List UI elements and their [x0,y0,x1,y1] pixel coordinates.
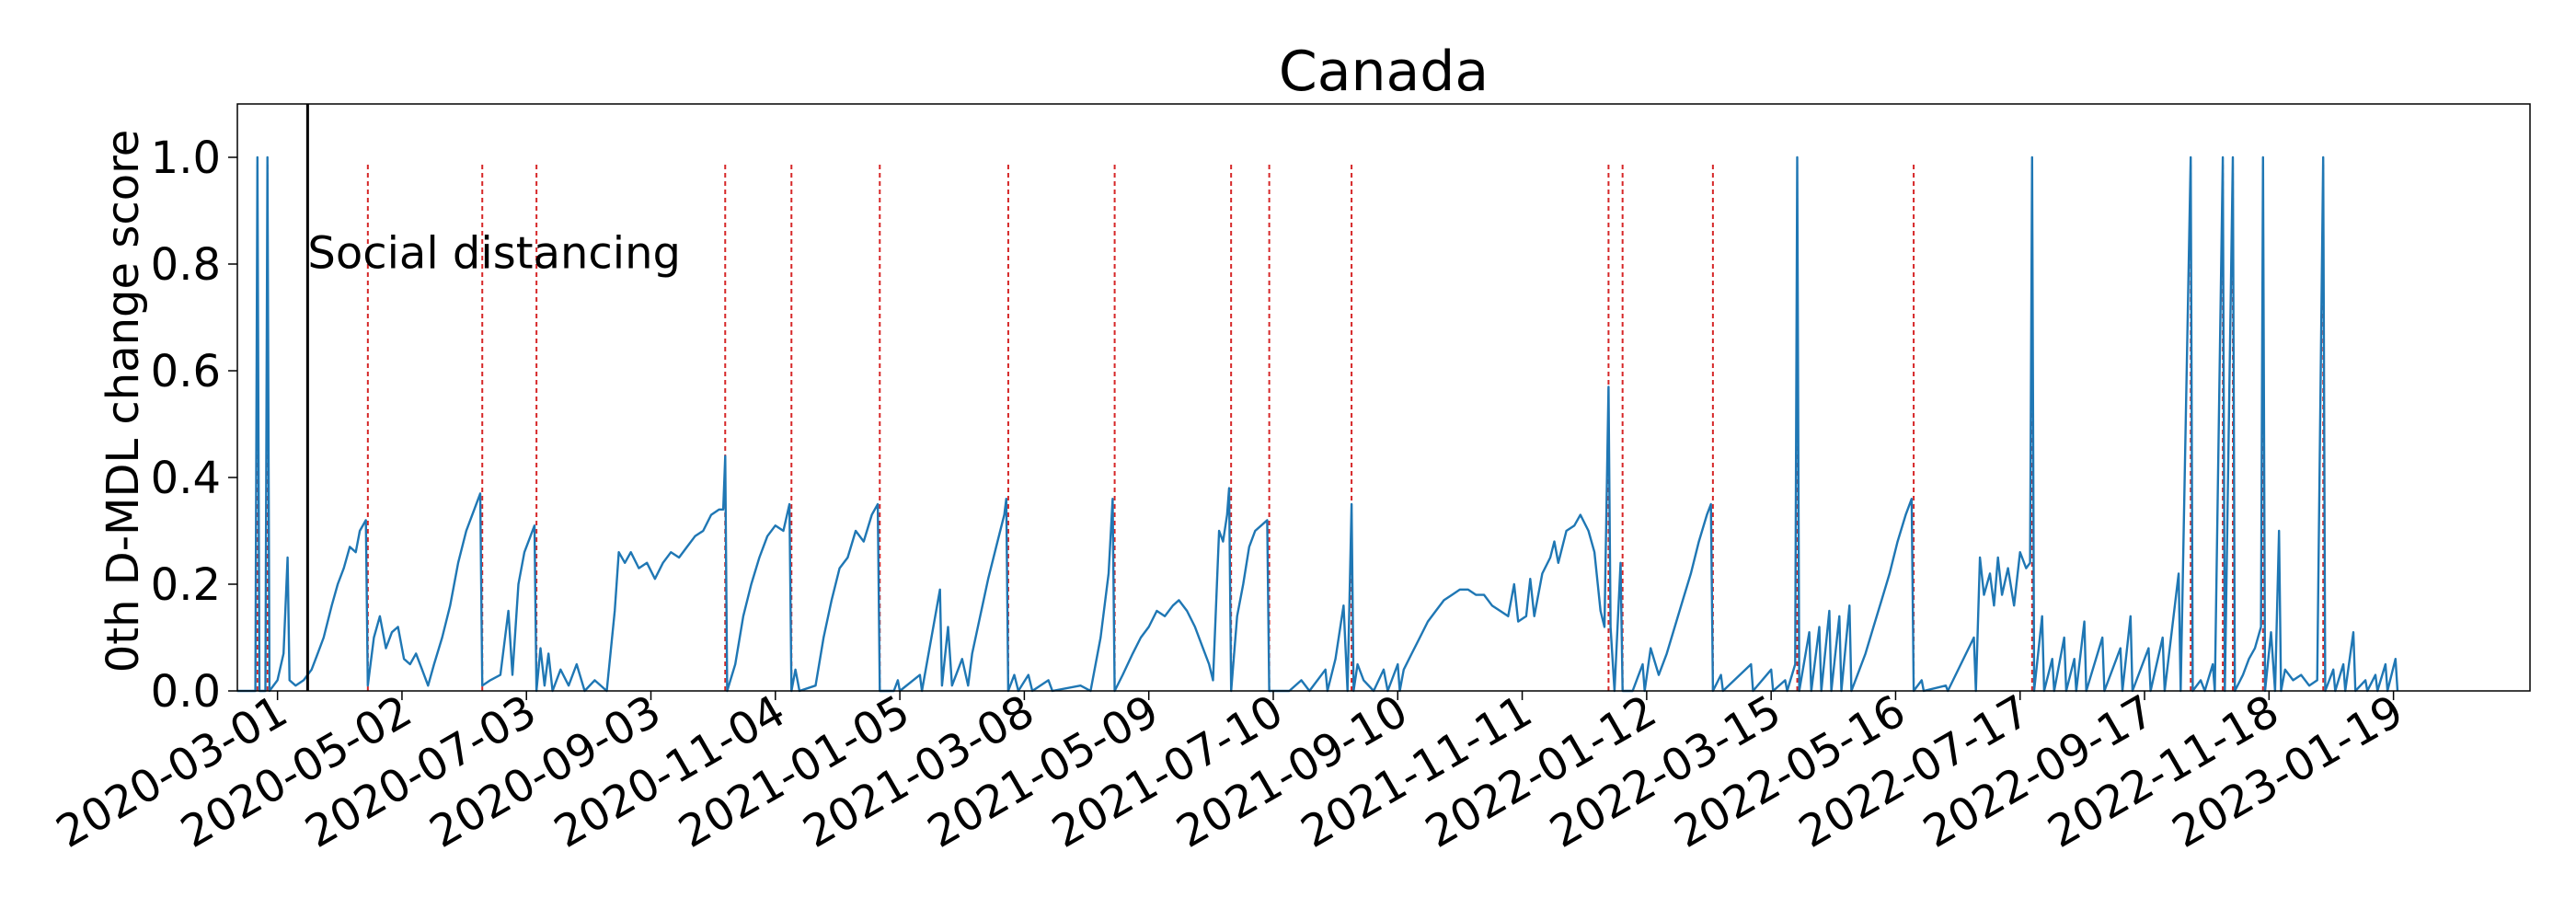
y-tick-label: 0.0 [151,666,221,718]
series-group [237,155,2399,693]
y-tick-label: 0.2 [151,559,221,611]
series-line [237,155,2399,693]
y-tick-label: 1.0 [151,132,221,184]
y-tick-label: 0.6 [151,346,221,397]
y-tick-label: 0.4 [151,453,221,504]
annotation-label: Social distancing [307,227,681,279]
annotation-group: Social distancing [305,104,681,691]
chart-title: Canada [1279,40,1489,104]
y-ticks: 0.0 0.2 0.4 0.6 0.8 1.0 [151,132,237,718]
y-axis-label: 0th D-MDL change score [98,130,149,673]
y-tick-label: 0.8 [151,239,221,291]
plot-frame [236,103,2531,692]
